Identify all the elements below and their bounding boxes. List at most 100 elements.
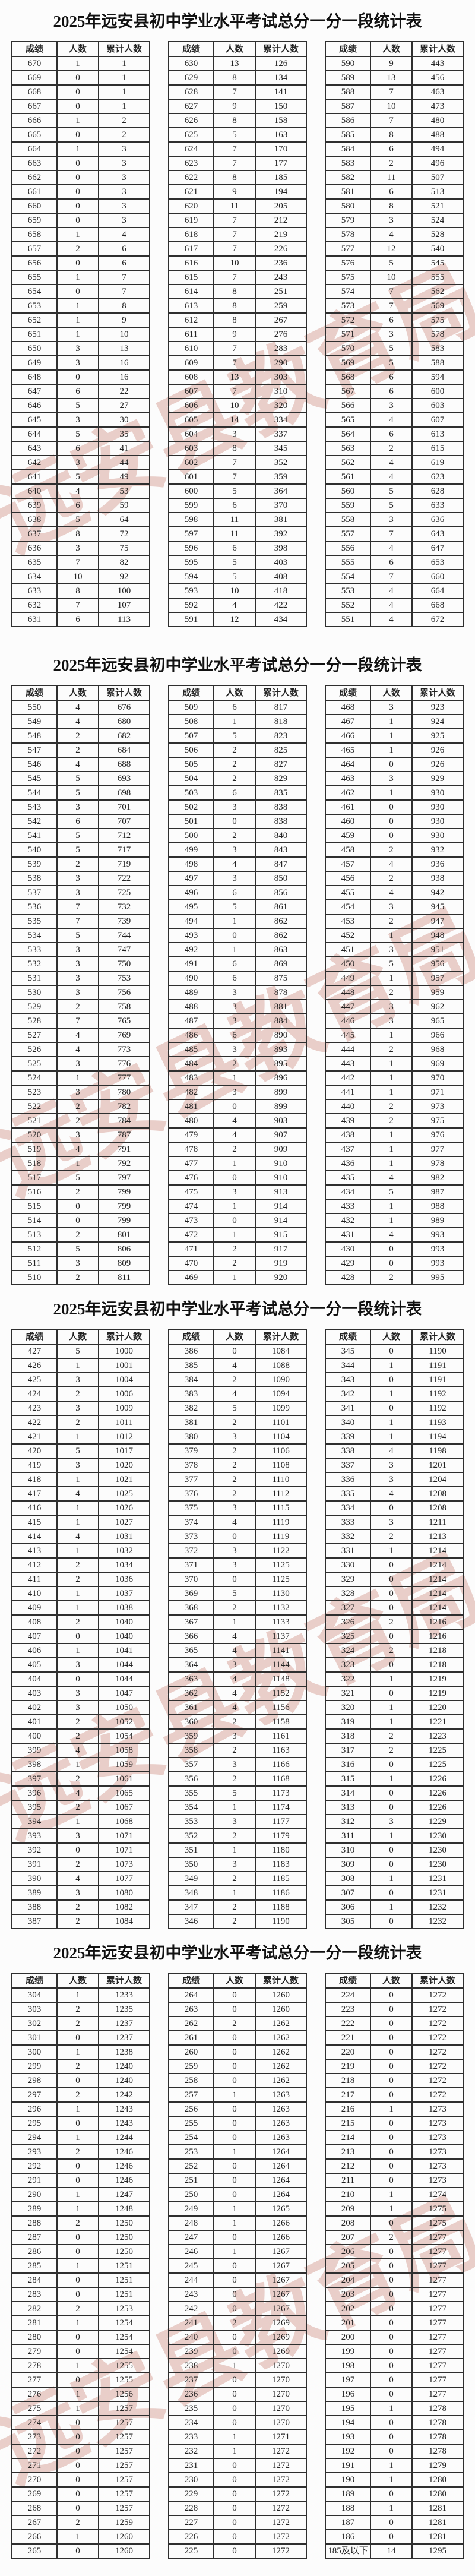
- count-cell: 2: [56, 2002, 99, 2017]
- cumulative-cell: 843: [255, 842, 307, 858]
- score-cell: 478: [168, 1142, 214, 1157]
- count-cell: 10: [213, 583, 256, 599]
- cumulative-cell: 1230: [411, 1857, 464, 1872]
- count-cell: 1: [56, 1643, 99, 1658]
- score-cell: 446: [325, 1013, 371, 1029]
- count-cell: 0: [56, 70, 99, 86]
- score-cell: 195: [325, 2401, 371, 2416]
- score-cell: 249: [168, 2201, 214, 2217]
- count-cell: 6: [213, 971, 256, 986]
- score-cell: 288: [11, 2215, 58, 2231]
- count-cell: 1: [56, 1429, 99, 1445]
- score-cell: 610: [168, 341, 214, 356]
- score-cell: 246: [168, 2244, 214, 2259]
- table-row: 439 2 975: [325, 1113, 464, 1129]
- cumulative-cell: 1191: [411, 1358, 464, 1373]
- cumulative-cell: 660: [411, 569, 464, 584]
- score-cell: 549: [11, 714, 58, 729]
- count-cell: 5: [370, 341, 413, 356]
- cumulative-cell: 753: [98, 971, 150, 986]
- cumulative-cell: 1260: [98, 2543, 150, 2559]
- cumulative-cell: 1273: [411, 2144, 464, 2160]
- count-cell: 5: [370, 1184, 413, 1200]
- score-cell: 539: [11, 856, 58, 872]
- cumulative-cell: 1240: [98, 2073, 150, 2088]
- cumulative-cell: 1255: [98, 2358, 150, 2373]
- table-row: 481 0 899: [168, 1099, 307, 1114]
- count-cell: 0: [213, 1099, 256, 1114]
- count-cell: 4: [56, 1142, 99, 1157]
- score-cell: 585: [325, 127, 371, 143]
- count-cell: 3: [370, 398, 413, 413]
- cumulative-cell: 1260: [255, 1987, 307, 2003]
- count-cell: 1: [213, 714, 256, 729]
- count-cell: 0: [213, 1572, 256, 1587]
- score-cell: 626: [168, 113, 214, 128]
- stat-section-1: 2025年远安县初中学业水平考试总分一分一段统计表 远安县教育局 成绩 人数 累计人…: [0, 0, 475, 644]
- score-cell: 197: [325, 2372, 371, 2388]
- cumulative-cell: 1272: [411, 2073, 464, 2088]
- score-cell: 552: [325, 598, 371, 613]
- cumulative-cell: 869: [255, 956, 307, 972]
- cumulative-cell: 1260: [255, 2002, 307, 2017]
- table-row: 400 2 1054: [11, 1728, 150, 1744]
- count-cell: 0: [56, 1842, 99, 1858]
- cumulative-cell: 636: [411, 512, 464, 527]
- cumulative-cell: 1272: [411, 2044, 464, 2060]
- score-cell: 341: [325, 1401, 371, 1416]
- table-row: 557 7 643: [325, 526, 464, 542]
- cumulative-cell: 1099: [255, 1401, 307, 1416]
- count-cell: 3: [56, 1657, 99, 1673]
- score-cell: 358: [168, 1743, 214, 1758]
- cumulative-cell: 267: [255, 312, 307, 328]
- score-cell: 491: [168, 956, 214, 972]
- cumulative-cell: 926: [411, 757, 464, 772]
- count-cell: 3: [370, 899, 413, 915]
- count-cell: 2: [370, 914, 413, 929]
- count-cell: 1: [56, 312, 99, 328]
- count-cell: 0: [56, 1199, 99, 1214]
- table-row: 340 1 1193: [325, 1415, 464, 1430]
- table-row: 609 7 290: [168, 355, 307, 371]
- count-cell: 4: [370, 598, 413, 613]
- table-row: 282 2 1253: [11, 2301, 150, 2316]
- table-row: 199 0 1277: [325, 2344, 464, 2359]
- score-cell: 534: [11, 928, 58, 943]
- count-cell: 3: [370, 942, 413, 957]
- score-cell: 407: [11, 1629, 58, 1644]
- table-row: 524 1 777: [11, 1070, 150, 1086]
- score-cell: 625: [168, 127, 214, 143]
- cumulative-cell: 72: [98, 526, 150, 542]
- table-row: 541 5 712: [11, 828, 150, 843]
- score-cell: 327: [325, 1600, 371, 1616]
- score-cell: 612: [168, 312, 214, 328]
- cumulative-cell: 1021: [98, 1472, 150, 1487]
- cumulative-cell: 1214: [411, 1543, 464, 1559]
- count-cell: 4: [370, 1486, 413, 1502]
- cumulative-cell: 968: [411, 1042, 464, 1057]
- count-cell: 3: [213, 426, 256, 442]
- count-cell: 1: [370, 1415, 413, 1430]
- score-cell: 595: [168, 555, 214, 570]
- score-cell: 664: [11, 141, 58, 157]
- cumulative-cell: 1265: [255, 2201, 307, 2217]
- cumulative-cell: 899: [255, 1099, 307, 1114]
- table-row: 269 0 1257: [11, 2486, 150, 2502]
- table-row: 556 4 647: [325, 541, 464, 556]
- score-cell: 596: [168, 541, 214, 556]
- count-cell: 0: [370, 1241, 413, 1257]
- score-cell: 637: [11, 526, 58, 542]
- cumulative-cell: 3: [98, 170, 150, 185]
- cumulative-cell: 688: [98, 757, 150, 772]
- count-cell: 11: [213, 526, 256, 542]
- count-cell: 3: [213, 1429, 256, 1445]
- column-header: 成绩: [11, 1973, 58, 1989]
- count-cell: 5: [213, 1785, 256, 1801]
- count-cell: 0: [213, 1344, 256, 1359]
- score-cell: 251: [168, 2173, 214, 2188]
- count-cell: 2: [213, 1142, 256, 1157]
- count-cell: 1: [370, 728, 413, 744]
- table-row: 235 0 1270: [168, 2401, 307, 2416]
- score-cell: 393: [11, 1828, 58, 1844]
- count-cell: 0: [370, 2315, 413, 2331]
